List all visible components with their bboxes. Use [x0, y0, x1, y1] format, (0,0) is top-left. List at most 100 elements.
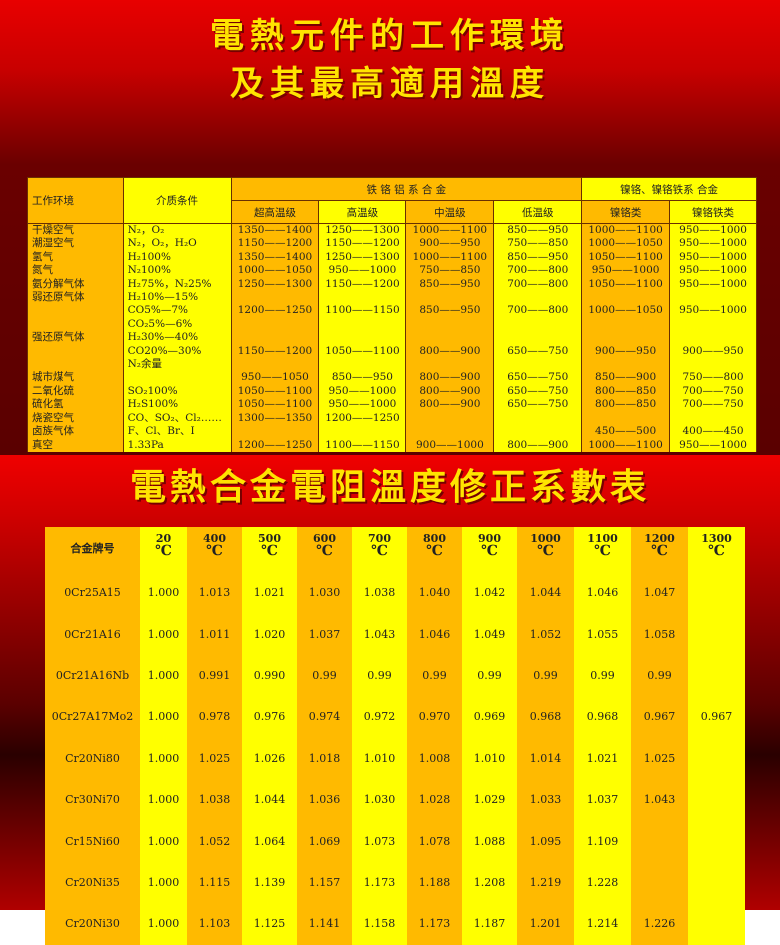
coefficient-cell: 1.033	[517, 778, 574, 821]
temperature-cell: 850——900	[581, 371, 671, 385]
temperature-cell: 1350——1400	[230, 250, 320, 265]
environment-cell: 烧瓷空气	[27, 411, 124, 426]
coefficient-cell: 1.139	[242, 861, 297, 904]
table-row: 二氧化硫 SO₂100% 1050——1100 950——1000 800——900 65…	[27, 384, 757, 399]
temperature-cell: 800——850	[581, 384, 671, 399]
coefficient-cell: 0.99	[574, 654, 631, 697]
temperature-cell	[669, 331, 757, 345]
temperature-value: 1100	[587, 532, 618, 545]
temperature-cell: 1250——1300	[230, 277, 320, 292]
temperature-cell: 950——1000	[581, 264, 671, 278]
temperature-cell	[318, 291, 407, 305]
table-row: 潮湿空气 N₂，O₂，H₂O 1150——1200 1150——1200 900——95…	[27, 237, 757, 251]
coefficient-cell: 0.99	[352, 654, 407, 697]
temperature-cell: 800——900	[405, 384, 495, 399]
coefficient-cell: 1.069	[297, 820, 352, 862]
medium-cell: H₂S100%	[122, 398, 232, 412]
coefficient-cell: 1.000	[140, 903, 187, 945]
temperature-cell	[669, 291, 757, 305]
coefficient-cell: 1.047	[631, 572, 688, 614]
coefficient-cell: 1.044	[242, 778, 297, 821]
coefficient-cell: 1.036	[297, 778, 352, 821]
temperature-cell: 850——950	[405, 277, 495, 292]
coefficient-cell: 1.000	[140, 696, 187, 738]
temperature-value: 900	[478, 532, 501, 545]
temperature-cell: 1250——1300	[318, 223, 407, 238]
temperature-cell: 1000——1050	[581, 237, 671, 251]
table-row: Cr30Ni70 1.000 1.038 1.044 1.036 1.030 1.028 1.…	[45, 778, 745, 821]
coefficient-cell: 1.018	[297, 737, 352, 779]
coefficient-cell: 1.011	[187, 613, 242, 655]
temperature-cell: 700——750	[669, 384, 757, 399]
celsius-unit: ℃	[651, 543, 668, 559]
coefficient-cell: 1.073	[352, 820, 407, 862]
celsius-unit: ℃	[261, 543, 278, 559]
header-fecral-group: 铁 铬 铝 系 合 金	[230, 177, 583, 201]
header-alloy-grade: 合金牌号	[45, 527, 140, 572]
temperature-cell	[230, 317, 320, 332]
subheader-5: 镍铬铁类	[669, 200, 757, 224]
coefficient-cell: 1.021	[574, 737, 631, 779]
temperature-cell: 1050——1100	[230, 398, 320, 412]
temperature-cell: 800——900	[405, 344, 495, 359]
coefficient-cell	[688, 654, 745, 697]
temperature-cell: 850——950	[405, 304, 495, 318]
temperature-cell	[493, 317, 583, 332]
table-row: 氢气 H₂100% 1350——1400 1250——1300 1000——1100 85…	[27, 250, 757, 265]
coefficient-cell: 1.228	[574, 861, 631, 904]
temperature-cell: 1000——1050	[581, 304, 671, 318]
coefficient-cell	[631, 820, 688, 862]
alloy-grade-cell: Cr20Ni35	[45, 861, 140, 904]
coefficient-cell: 1.064	[242, 820, 297, 862]
table-row: 烧瓷空气 CO、SO₂、Cl₂…… 1300——1350 1200——1250	[27, 411, 757, 426]
temperature-cell: 1150——1200	[230, 344, 320, 359]
coefficient-cell: 1.030	[297, 572, 352, 614]
header-nicr-group: 镍铬、镍铬铁系 合金	[581, 177, 757, 201]
coefficient-cell: 1.158	[352, 903, 407, 945]
temperature-cell: 900——950	[405, 237, 495, 251]
temperature-cell: 950——1000	[669, 438, 757, 452]
header-temp-500: 500 ℃	[242, 527, 297, 572]
medium-cell: H₂30%—40%	[122, 331, 232, 345]
table-row: N₂余量	[27, 358, 757, 372]
medium-cell	[122, 371, 232, 385]
temperature-cell: 1200——1250	[230, 304, 320, 318]
header-temp-1000: 1000 ℃	[517, 527, 574, 572]
celsius-unit: ℃	[206, 543, 223, 559]
temperature-cell: 700——800	[493, 277, 583, 292]
medium-cell: H₂100%	[122, 250, 232, 265]
coefficient-cell: 1.038	[187, 778, 242, 821]
temperature-cell	[493, 425, 583, 439]
alloy-grade-cell: Cr15Ni60	[45, 820, 140, 862]
temperature-cell	[230, 358, 320, 372]
temperature-value: 400	[203, 532, 226, 545]
coefficient-cell: 1.141	[297, 903, 352, 945]
coefficient-cell: 1.214	[574, 903, 631, 945]
coefficient-cell	[688, 778, 745, 821]
coefficient-cell: 0.99	[517, 654, 574, 697]
coefficient-cell: 1.049	[462, 613, 517, 655]
temperature-cell: 950——1000	[669, 264, 757, 278]
coefficient-cell: 1.173	[352, 861, 407, 904]
coefficient-cell: 1.042	[462, 572, 517, 614]
coefficient-cell: 1.025	[187, 737, 242, 779]
temperature-value: 1000	[530, 532, 561, 545]
temperature-value: 500	[258, 532, 281, 545]
header-temp-800: 800 ℃	[407, 527, 462, 572]
coefficient-cell: 1.000	[140, 572, 187, 614]
celsius-unit: ℃	[155, 543, 172, 559]
table-row: Cr20Ni80 1.000 1.025 1.026 1.018 1.010 1.008 1.…	[45, 737, 745, 779]
coefficient-cell: 1.095	[517, 820, 574, 862]
coefficient-cell: 1.030	[352, 778, 407, 821]
temperature-cell	[669, 358, 757, 372]
coefficient-cell: 0.967	[688, 696, 745, 738]
coefficient-cell: 0.967	[631, 696, 688, 738]
temperature-cell: 1050——1100	[230, 384, 320, 399]
subheader-0: 超高温级	[230, 200, 320, 224]
temperature-cell	[230, 425, 320, 439]
environment-cell	[27, 304, 124, 318]
coefficient-cell: 1.173	[407, 903, 462, 945]
temperature-cell: 950——1000	[669, 304, 757, 318]
environment-cell	[27, 317, 124, 332]
table-row: 城市煤气 950——1050 850——950 800——900 650——750 850…	[27, 371, 757, 385]
